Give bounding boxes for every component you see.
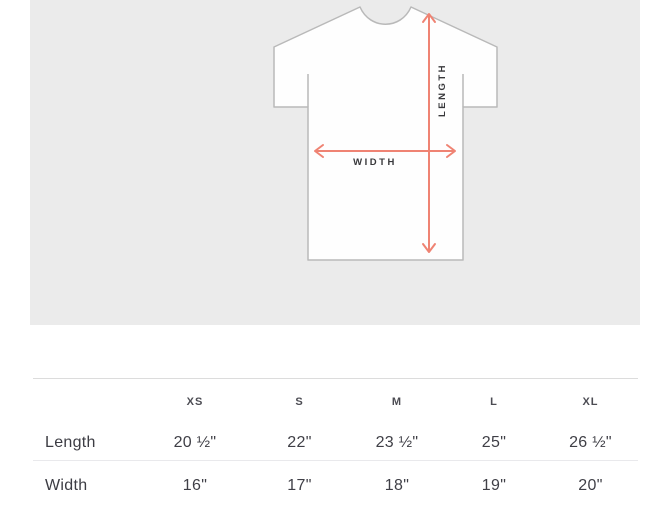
row-label-length: Length [45, 433, 96, 451]
row-label-width: Width [45, 477, 88, 494]
table-row-length: Length 20 ½" 22" 23 ½" 25" 26 ½" [33, 425, 638, 461]
width-value-m: 18" [384, 477, 410, 494]
size-chart-table: XS S M L XL Length 20 ½" 22" 23 ½" 25" 2… [33, 378, 638, 510]
arrow-down-icon [422, 243, 436, 253]
length-value-l: 25" [481, 433, 507, 451]
length-arrow [422, 13, 436, 253]
length-value-xl: 26 ½" [569, 433, 612, 451]
table-row-width: Width 16" 17" 18" 19" 20" [33, 461, 638, 510]
size-chart-header-row: XS S M L XL [33, 379, 638, 425]
column-header-l: L [490, 396, 498, 408]
width-value-xl: 20" [578, 477, 603, 494]
arrow-left-icon [314, 144, 324, 158]
length-label: LENGTH [437, 63, 448, 117]
tshirt-illustration [273, 6, 498, 261]
size-guide-hero: LENGTH WIDTH [30, 0, 640, 325]
width-value-xs: 16" [182, 477, 208, 494]
width-arrow [314, 144, 456, 158]
arrow-right-icon [446, 144, 456, 158]
column-header-xs: XS [186, 396, 204, 408]
column-header-s: S [295, 396, 304, 408]
width-value-s: 17" [287, 477, 312, 494]
tshirt-outline [273, 6, 498, 261]
length-value-xs: 20 ½" [173, 433, 217, 451]
length-value-s: 22" [287, 433, 312, 451]
tshirt-measurement-diagram: LENGTH WIDTH [273, 6, 498, 261]
arrow-up-icon [422, 13, 436, 23]
width-value-l: 19" [481, 477, 507, 494]
column-header-m: M [391, 396, 403, 408]
width-label: WIDTH [353, 157, 397, 168]
column-header-xl: XL [582, 396, 599, 408]
length-value-m: 23 ½" [375, 433, 419, 451]
